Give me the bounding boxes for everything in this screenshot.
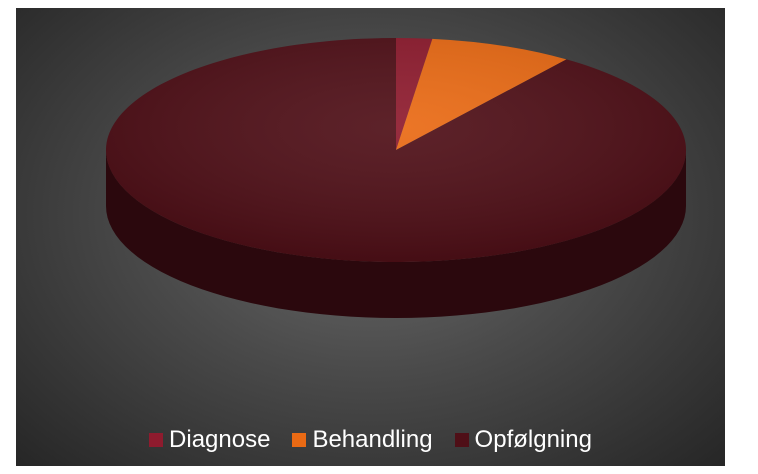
legend-swatch: [149, 433, 164, 447]
legend-item-diagnose[interactable]: Diagnose: [149, 426, 270, 454]
legend-swatch: [454, 433, 469, 447]
chart-area: Diagnose Behandling Opfølgning: [16, 8, 725, 466]
legend-label: Behandling: [312, 426, 433, 453]
legend-swatch: [292, 433, 307, 447]
legend: Diagnose Behandling Opfølgning: [16, 426, 725, 454]
legend-item-behandling[interactable]: Behandling: [292, 426, 433, 454]
legend-item-opf-lgning[interactable]: Opfølgning: [454, 426, 592, 454]
pie-chart: [106, 37, 687, 318]
legend-label: Opfølgning: [474, 426, 592, 453]
pie-side-opf-lgning: [106, 150, 686, 318]
legend-label: Diagnose: [169, 426, 271, 453]
